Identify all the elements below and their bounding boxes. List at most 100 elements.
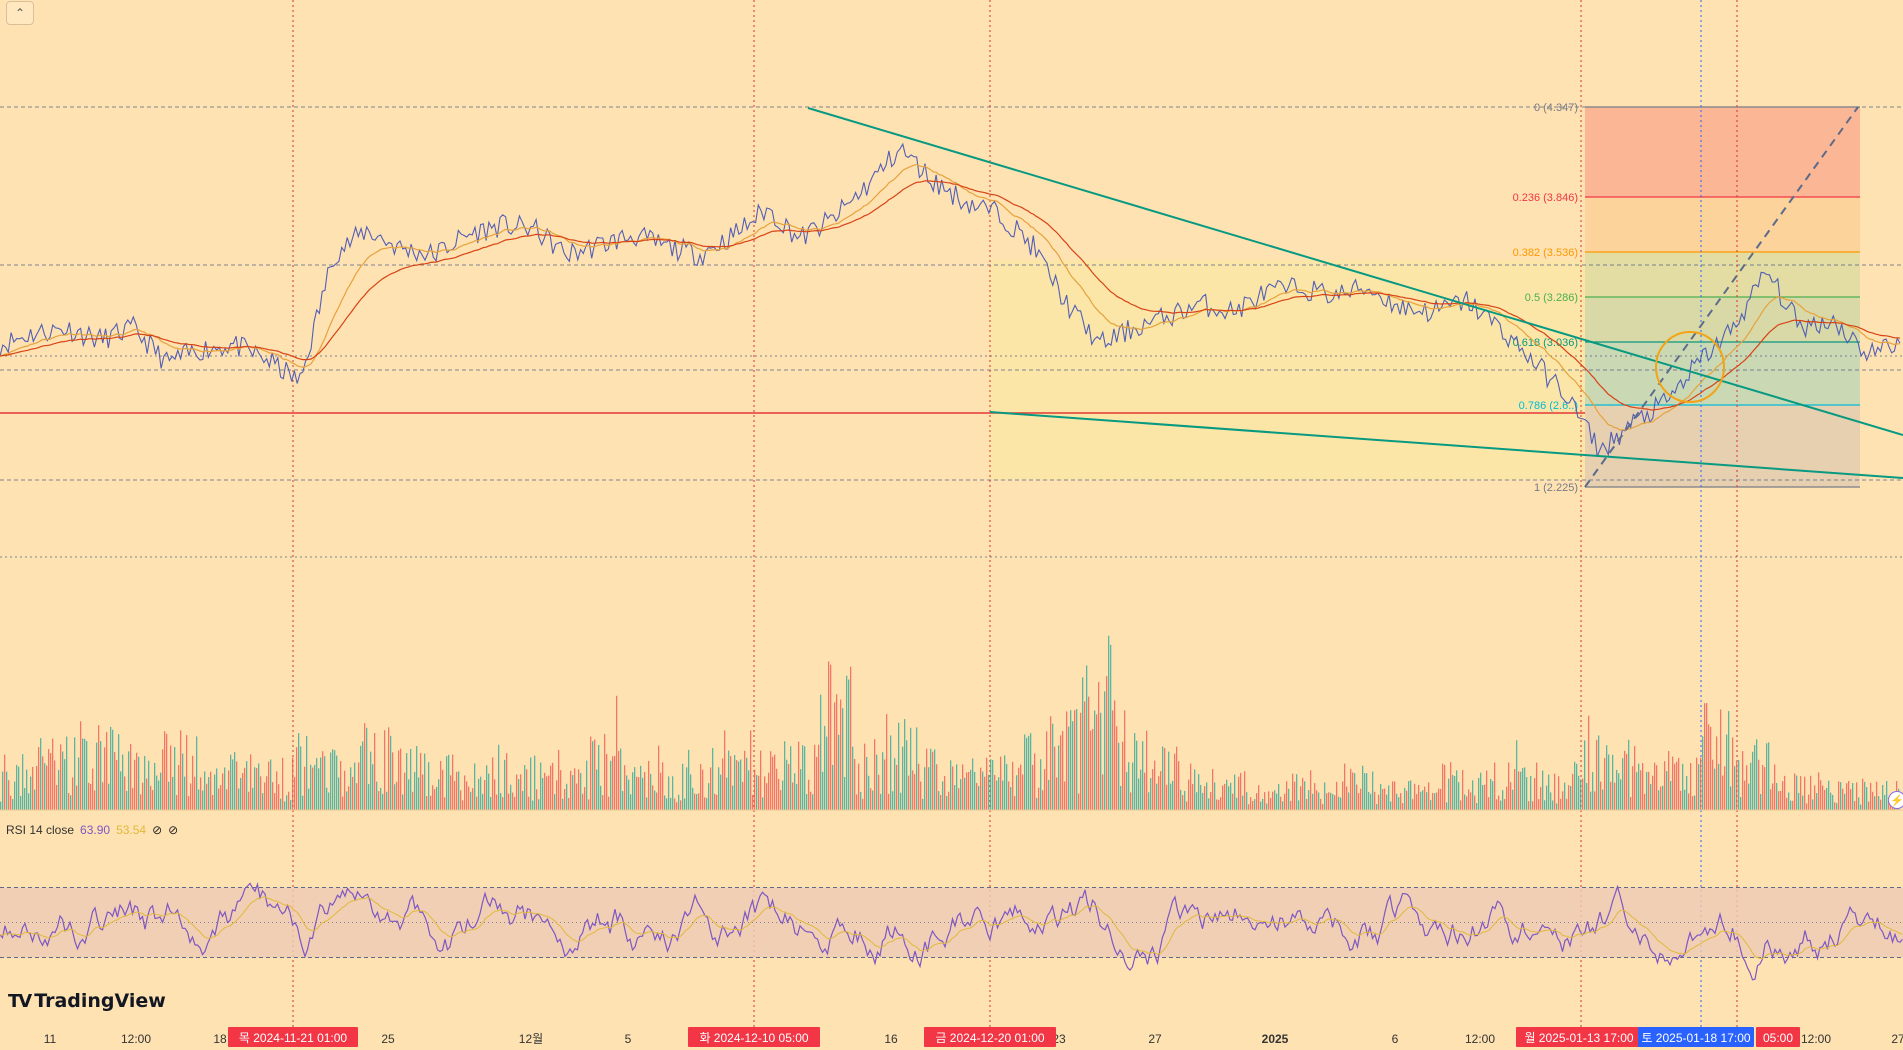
volume-bar	[638, 777, 640, 810]
volume-bar	[1420, 791, 1422, 810]
volume-bar	[150, 785, 152, 810]
volume-bar	[20, 796, 22, 810]
volume-bar	[250, 754, 252, 810]
volume-bar	[294, 776, 296, 810]
volume-bar	[1576, 763, 1578, 810]
volume-bar	[58, 769, 60, 810]
volume-bar	[704, 797, 706, 810]
volume-bar	[1712, 759, 1714, 810]
volume-bar	[604, 733, 606, 810]
volume-bar	[1488, 797, 1490, 810]
volume-bar	[274, 793, 276, 810]
volume-bar	[202, 790, 204, 810]
volume-bar	[792, 782, 794, 810]
volume-bar	[1256, 793, 1258, 810]
volume-bar	[1228, 786, 1230, 810]
volume-bar	[1028, 735, 1030, 810]
volume-bar	[1280, 796, 1282, 810]
volume-bar	[882, 752, 884, 810]
volume-bar	[1686, 776, 1688, 810]
ema-slow-series	[0, 180, 1901, 411]
volume-bar	[1644, 793, 1646, 810]
volume-bar	[268, 761, 270, 810]
collapse-panel-button[interactable]: ⌃	[6, 1, 34, 25]
volume-bar	[986, 757, 988, 810]
volume-bar	[428, 762, 430, 810]
volume-bar	[816, 756, 818, 810]
volume-bar	[372, 764, 374, 810]
volume-bar	[1192, 784, 1194, 810]
volume-bar	[870, 788, 872, 810]
volume-bar	[1612, 754, 1614, 810]
volume-bar	[210, 771, 212, 810]
volume-bar	[1472, 780, 1474, 810]
volume-bar	[134, 759, 136, 810]
volume-bar	[924, 767, 926, 810]
chevron-up-icon: ⌃	[14, 6, 26, 20]
volume-bar	[1834, 802, 1836, 810]
volume-bar	[502, 797, 504, 810]
volume-bar	[484, 780, 486, 810]
volume-bar	[1008, 781, 1010, 810]
volume-bar	[750, 730, 752, 810]
volume-bar	[384, 730, 386, 810]
volume-bar	[388, 727, 390, 810]
volume-bar	[1342, 781, 1344, 810]
volume-bar	[280, 798, 282, 810]
x-tick-label: 12월	[519, 1032, 543, 1046]
volume-bar	[1556, 803, 1558, 810]
volume-bar	[1508, 762, 1510, 810]
lightning-icon[interactable]: ⚡	[1888, 791, 1903, 809]
volume-bar	[1806, 803, 1808, 810]
volume-bar	[1278, 783, 1280, 810]
volume-bar	[728, 750, 730, 810]
volume-bar	[698, 793, 700, 810]
volume-bar	[288, 791, 290, 810]
volume-bar	[1538, 799, 1540, 810]
settings-icon[interactable]: ⊘	[168, 823, 179, 837]
volume-bar	[234, 752, 236, 810]
volume-bar	[562, 798, 564, 810]
volume-bar	[184, 776, 186, 810]
volume-bar	[146, 778, 148, 810]
volume-bar	[532, 800, 534, 810]
volume-bar	[360, 745, 362, 810]
volume-bar	[340, 761, 342, 810]
volume-bar	[1034, 753, 1036, 810]
volume-bar	[182, 753, 184, 810]
volume-bar	[1572, 773, 1574, 810]
volume-bar	[1124, 710, 1126, 810]
volume-bar	[1550, 792, 1552, 810]
volume-bar	[78, 757, 80, 810]
fib-zone-0786-1	[1585, 405, 1860, 487]
volume-bar	[1626, 753, 1628, 810]
volume-bar	[1456, 770, 1458, 810]
volume-bar	[1326, 793, 1328, 810]
volume-bar	[1236, 797, 1238, 810]
volume-bar	[1094, 710, 1096, 810]
volume-bar	[1122, 741, 1124, 810]
volume-bar	[302, 795, 304, 810]
volume-bar	[656, 792, 658, 810]
rsi-legend[interactable]: RSI 14 close 63.90 53.54 ⊘ ⊘	[6, 823, 178, 837]
volume-bar	[1238, 776, 1240, 810]
volume-bar	[114, 752, 116, 810]
volume-bar	[174, 746, 176, 810]
x-tick-label: 12:00	[121, 1032, 151, 1046]
volume-bar	[110, 726, 112, 810]
volume-bar	[124, 776, 126, 810]
hide-icon[interactable]: ⊘	[152, 823, 163, 837]
volume-bar	[1054, 746, 1056, 810]
volume-bar	[1358, 793, 1360, 810]
volume-bar	[522, 790, 524, 810]
volume-bar	[328, 792, 330, 810]
volume-bar	[538, 799, 540, 810]
volume-bar	[178, 765, 180, 810]
volume-bar	[1506, 786, 1508, 810]
volume-bar	[602, 795, 604, 810]
volume-bar	[1604, 757, 1606, 810]
volume-bar	[1270, 798, 1272, 810]
volume-bar	[1386, 794, 1388, 810]
